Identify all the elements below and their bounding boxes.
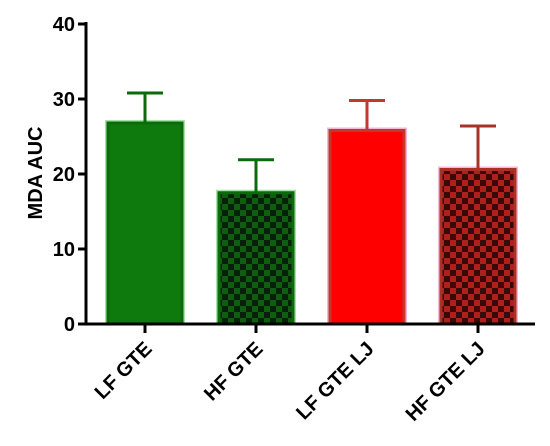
bar-lf-gte-lj bbox=[328, 129, 406, 326]
y-ticks: 0 10 20 30 40 bbox=[53, 14, 86, 336]
y-tick-label: 0 bbox=[64, 314, 75, 336]
x-tick-label: LF GTE LJ bbox=[292, 338, 378, 424]
x-tick-label: LF GTE bbox=[91, 338, 157, 404]
x-tick-label: HF GTE LJ bbox=[402, 338, 490, 426]
y-tick-label: 30 bbox=[53, 89, 75, 111]
bars-layer bbox=[105, 120, 518, 326]
x-ticks: LF GTE HF GTE LF GTE LJ HF GTE LJ bbox=[91, 324, 490, 426]
bar-lf-gte bbox=[106, 121, 184, 326]
y-tick-label: 40 bbox=[53, 14, 75, 36]
y-tick-label: 10 bbox=[53, 239, 75, 261]
y-axis-label: MDA AUC bbox=[25, 127, 47, 220]
error-bars-layer bbox=[127, 91, 496, 193]
x-tick-label: HF GTE bbox=[200, 338, 267, 405]
y-tick-label: 20 bbox=[53, 164, 75, 186]
bar-hf-gte-lj bbox=[439, 168, 517, 326]
bar-hf-gte bbox=[217, 191, 295, 326]
